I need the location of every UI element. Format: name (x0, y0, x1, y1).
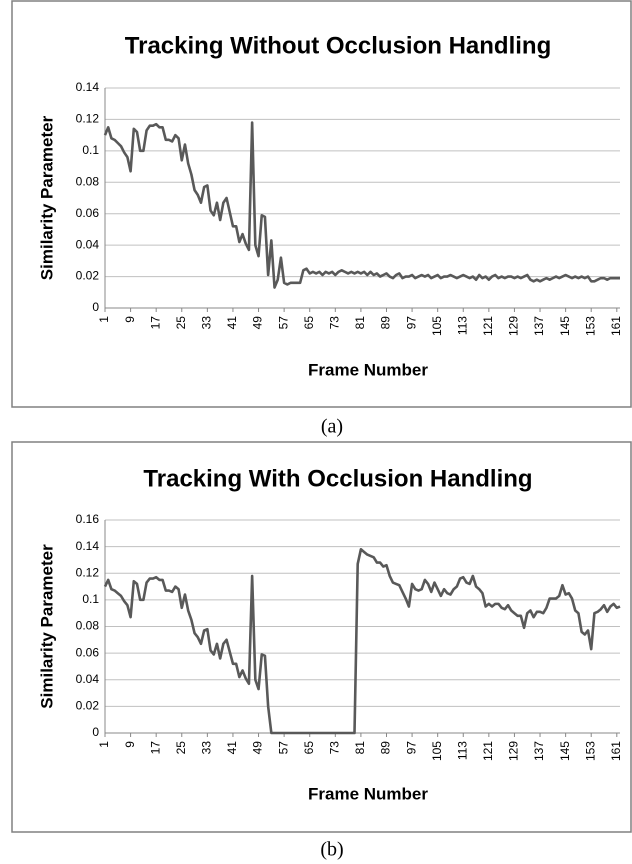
x-tick-label: 153 (583, 316, 597, 336)
caption: (b) (320, 839, 343, 861)
y-tick-label: 0.1 (82, 143, 99, 157)
y-tick-label: 0 (92, 725, 99, 739)
x-tick-label: 33 (200, 316, 214, 330)
x-tick-label: 41 (225, 741, 239, 755)
y-tick-label: 0.16 (76, 512, 100, 526)
y-tick-label: 0.04 (76, 237, 100, 251)
x-tick-label: 113 (455, 316, 469, 335)
x-tick-label: 9 (123, 741, 137, 748)
chart-title: Tracking With Occlusion Handling (143, 465, 532, 492)
y-tick-label: 0.14 (76, 539, 100, 553)
y-tick-label: 0.02 (76, 699, 100, 713)
x-tick-label: 145 (558, 741, 572, 761)
x-tick-label: 65 (302, 741, 316, 755)
x-tick-label: 97 (404, 741, 418, 755)
x-tick-label: 161 (609, 316, 623, 336)
x-tick-label: 105 (430, 316, 444, 336)
x-tick-label: 137 (532, 741, 546, 761)
x-tick-label: 153 (583, 741, 597, 761)
data-line (103, 121, 620, 289)
chart-title: Tracking Without Occlusion Handling (125, 32, 551, 59)
x-tick-label: 137 (532, 316, 546, 336)
x-tick-label: 49 (251, 741, 265, 755)
x-tick-label: 113 (455, 741, 469, 760)
x-tick-label: 17 (148, 741, 162, 755)
x-tick-label: 73 (327, 741, 341, 755)
x-tick-label: 73 (327, 316, 341, 330)
y-axis-label: Similarity Parameter (37, 115, 56, 280)
x-tick-label: 145 (558, 316, 572, 336)
chart-frame (11, 0, 632, 408)
x-tick-label: 57 (276, 316, 290, 330)
x-tick-label: 1 (97, 741, 111, 748)
x-tick-label: 161 (609, 741, 623, 761)
x-tick-label: 97 (404, 316, 418, 330)
y-tick-label: 0.04 (76, 672, 100, 686)
chart-frame (11, 441, 632, 833)
y-tick-label: 0.02 (76, 269, 100, 283)
x-tick-label: 17 (148, 316, 162, 330)
x-axis-label: Frame Number (308, 360, 428, 379)
y-tick-label: 0.08 (76, 619, 100, 633)
x-tick-label: 129 (507, 741, 521, 761)
x-tick-label: 105 (430, 741, 444, 761)
y-tick-label: 0.06 (76, 645, 100, 659)
x-tick-label: 9 (123, 316, 137, 323)
y-tick-label: 0 (92, 300, 99, 314)
x-tick-label: 25 (174, 741, 188, 755)
x-tick-label: 89 (379, 741, 393, 755)
data-line (103, 547, 621, 735)
x-tick-label: 81 (353, 741, 367, 755)
y-tick-label: 0.12 (76, 565, 100, 579)
x-tick-label: 41 (225, 316, 239, 330)
y-tick-label: 0.1 (82, 592, 99, 606)
x-tick-label: 57 (276, 741, 290, 755)
x-tick-label: 49 (251, 316, 265, 330)
x-tick-label: 1 (97, 316, 111, 323)
x-tick-label: 25 (174, 316, 188, 330)
x-tick-label: 65 (302, 316, 316, 330)
y-tick-label: 0.12 (76, 112, 100, 126)
y-tick-label: 0.14 (76, 80, 100, 94)
caption: (a) (321, 416, 343, 438)
y-tick-label: 0.08 (76, 174, 100, 188)
x-axis-label: Frame Number (308, 784, 428, 803)
x-tick-label: 81 (353, 316, 367, 330)
x-tick-label: 121 (481, 316, 495, 336)
y-tick-label: 0.06 (76, 206, 100, 220)
y-axis-label: Similarity Parameter (37, 544, 56, 709)
x-tick-label: 89 (379, 316, 393, 330)
x-tick-label: 129 (507, 316, 521, 336)
x-tick-label: 33 (200, 741, 214, 755)
x-tick-label: 121 (481, 741, 495, 761)
